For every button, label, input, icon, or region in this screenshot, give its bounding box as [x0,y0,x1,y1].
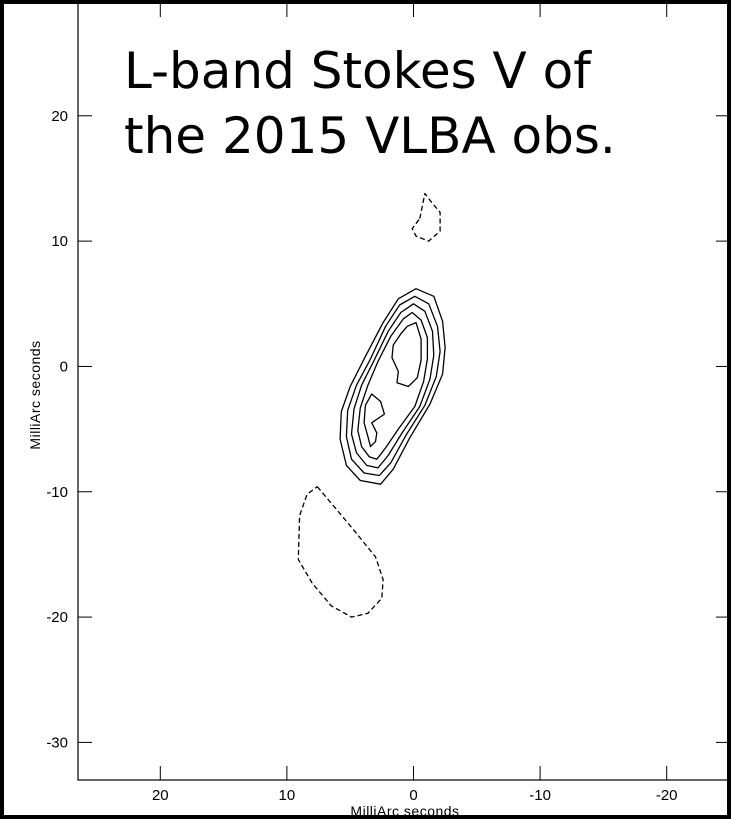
plot-frame [77,2,731,781]
x-tick-label-2: 0 [409,787,417,804]
title-box [118,30,618,160]
y-tick-label-4: -20 [46,609,68,626]
chart-title-line-1: L-band Stokes V of [124,42,592,100]
contour-solid-6 [391,321,422,388]
y-tick-label-2: 0 [60,358,68,375]
y-tick-label-0: 20 [51,108,68,125]
chart-title-line-2: the 2015 VLBA obs. [124,107,616,165]
axis-ticks: 20 10 0 -10 -20 20 10 0 -10 -20 -30 [46,3,730,804]
contour-solid-3 [345,295,441,477]
y-tick-label-3: -10 [46,484,68,501]
y-tick-label-5: -30 [46,734,68,751]
contour-solid-7 [363,393,386,448]
x-axis-label: MilliArc seconds [350,803,459,819]
x-tick-label-0: 20 [152,787,169,804]
contour-solid-4 [350,303,435,469]
contour-dashed-1 [297,486,384,618]
contour-dashed-0 [411,192,441,242]
y-axis-label: MilliArc seconds [27,340,43,449]
contour-lines [297,192,446,618]
x-tick-label-3: -10 [529,787,551,804]
contour-solid-2 [339,288,446,485]
x-tick-label-4: -20 [656,787,678,804]
contour-solid-5 [357,311,429,460]
x-tick-label-1: 10 [279,787,296,804]
y-tick-label-1: 10 [51,233,68,250]
